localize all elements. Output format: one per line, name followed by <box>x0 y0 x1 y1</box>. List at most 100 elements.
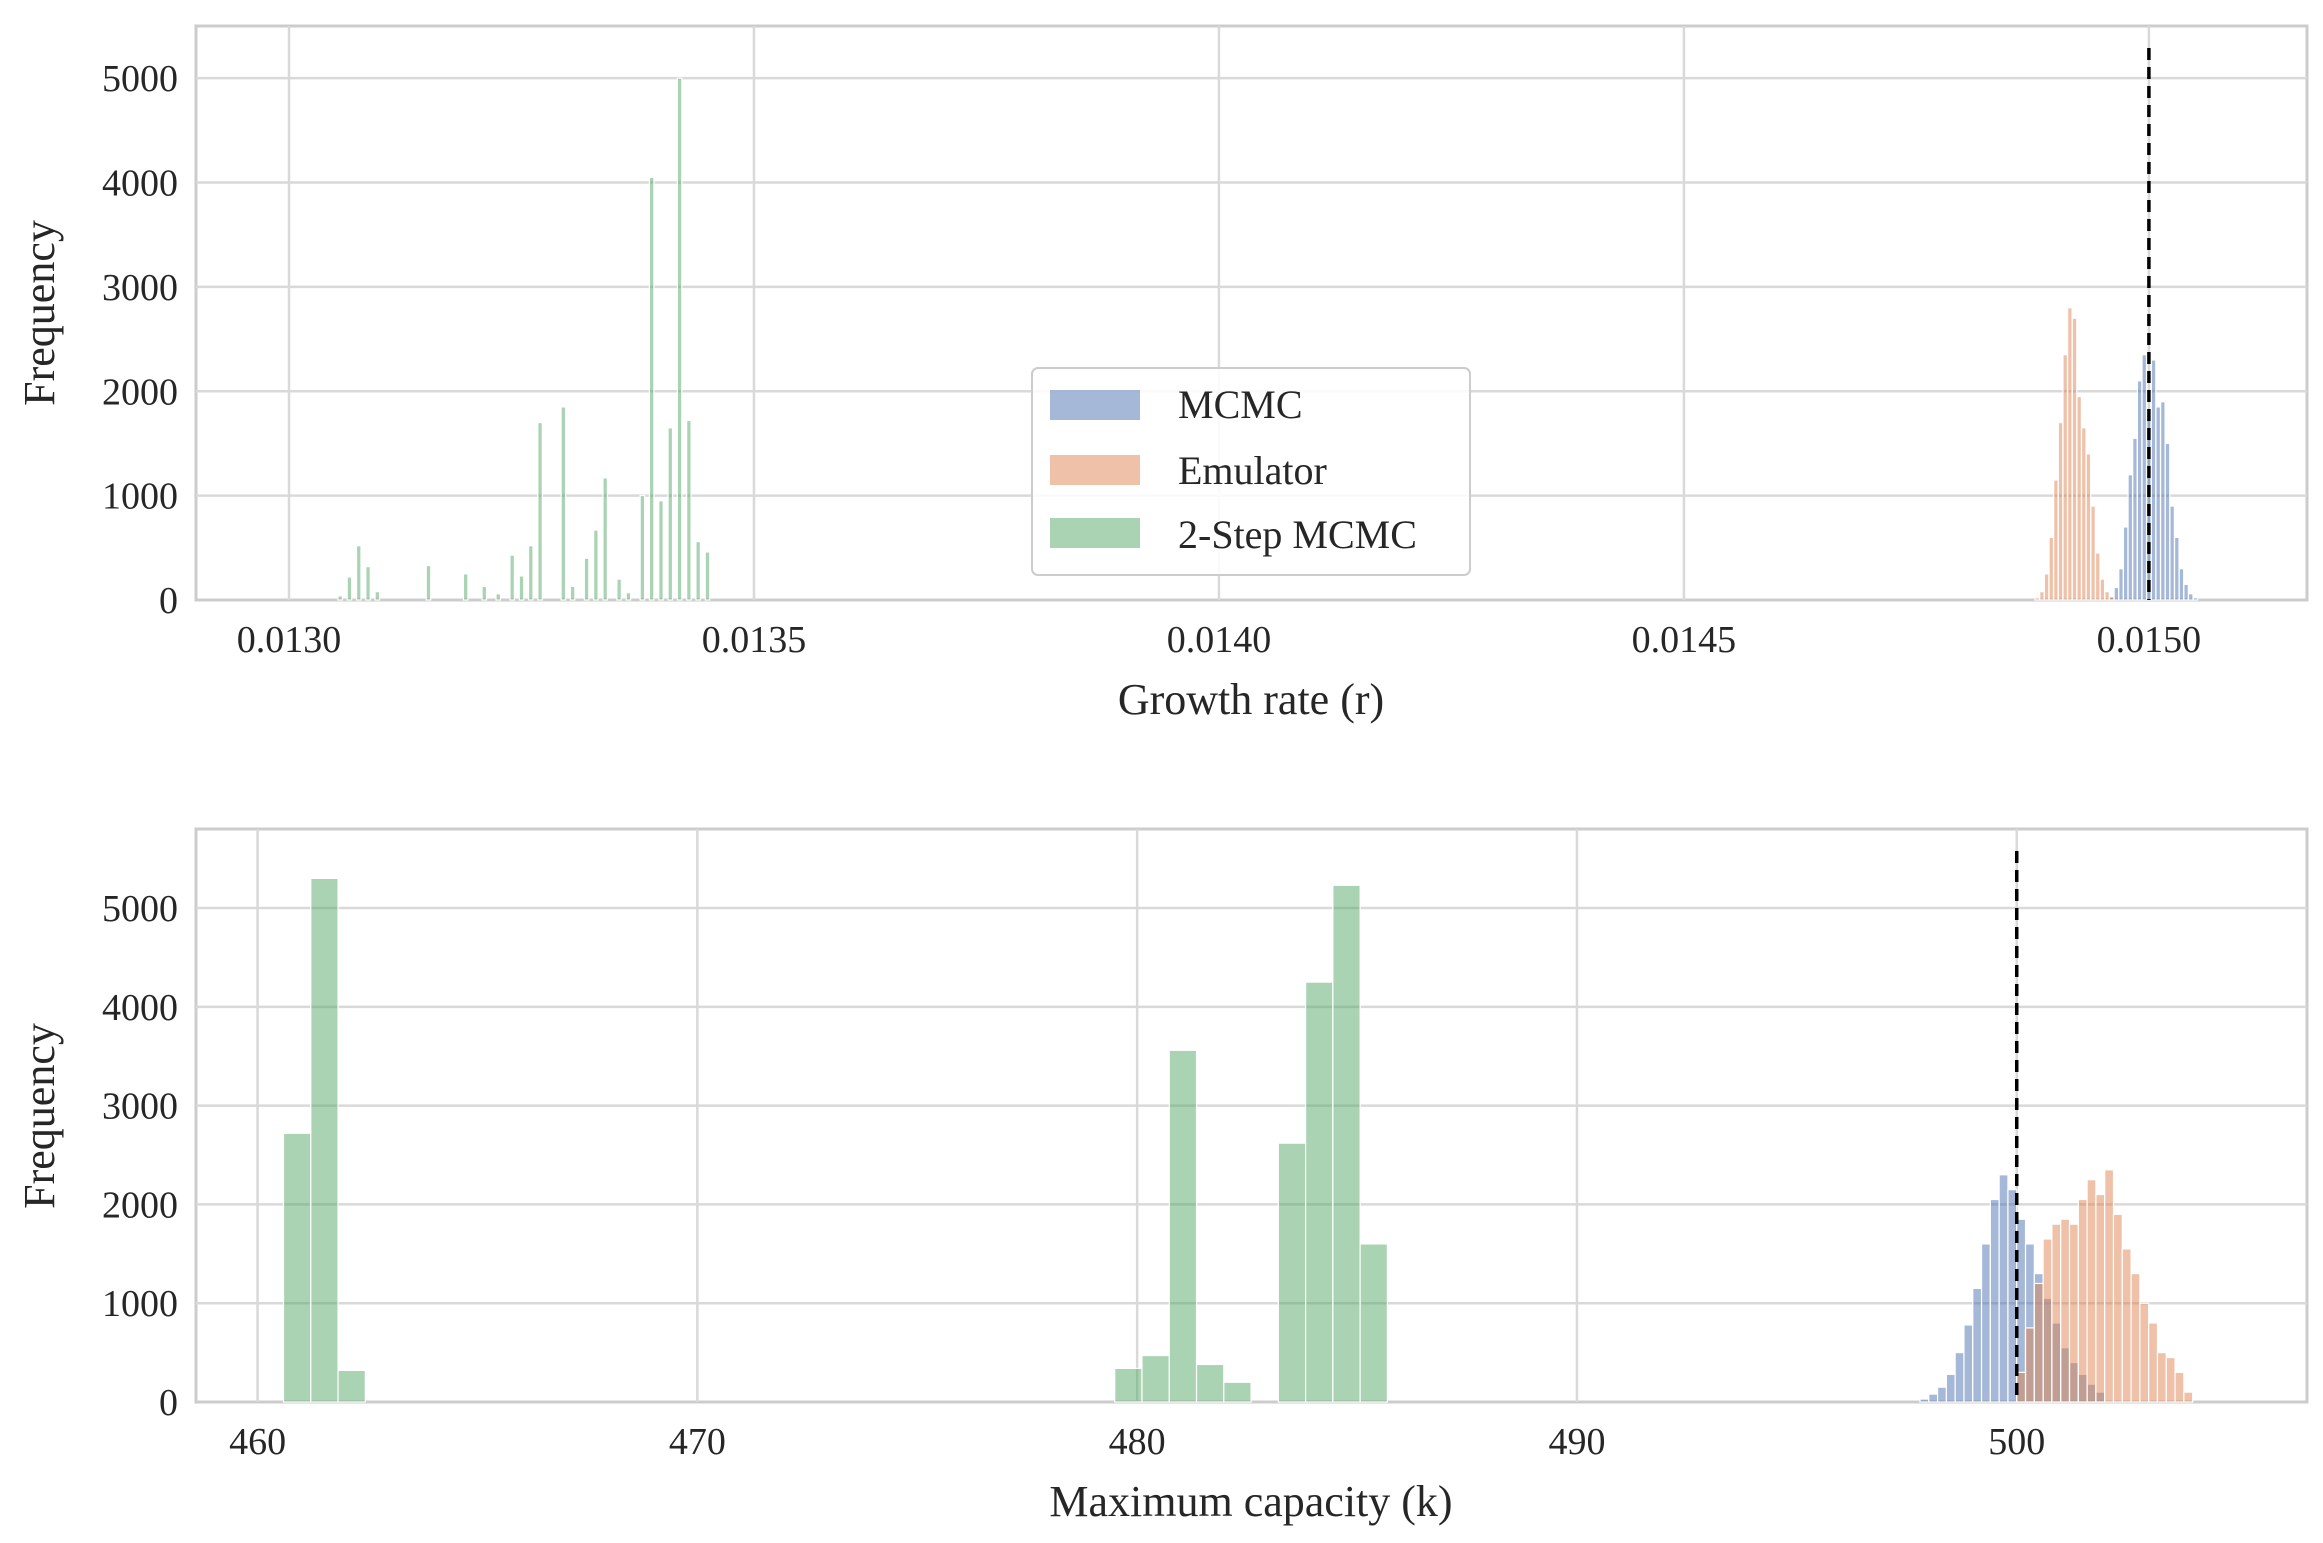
histogram-bar-mcmc <box>2187 593 2194 601</box>
histogram-bar-two-step <box>569 585 576 601</box>
histogram-bar-mcmc <box>2122 526 2129 601</box>
plot-area-frame <box>194 827 2309 1404</box>
histogram-bar-two-step <box>310 877 339 1403</box>
histogram-bar-mcmc <box>1980 1243 1991 1403</box>
histogram-bar-two-step <box>658 500 664 601</box>
histogram-bar-emulator <box>2139 1302 2150 1403</box>
y-tick-label: 5000 <box>102 888 178 930</box>
histogram-bar-emulator <box>2042 1238 2053 1403</box>
x-tick-label: 490 <box>1548 1421 1605 1463</box>
histogram-bar-emulator <box>2121 1248 2132 1403</box>
histogram-bar-mcmc <box>2136 380 2143 601</box>
histogram-bar-mcmc <box>2183 583 2189 601</box>
histogram-bar-two-step <box>648 176 655 601</box>
histogram-bar-mcmc <box>2132 437 2138 601</box>
x-tick-label: 0.0150 <box>2097 619 2202 661</box>
histogram-bar-emulator <box>2104 591 2110 601</box>
legend-entry-mcmc: MCMC <box>1050 382 1303 427</box>
histogram-bar-two-step <box>616 578 622 601</box>
histogram-bar-emulator <box>2085 453 2092 601</box>
histogram-bars <box>337 77 2199 601</box>
gridlines <box>196 829 2307 1402</box>
histogram-bar-emulator <box>2043 573 2050 601</box>
legend-entry-emulator: Emulator <box>1050 448 1327 493</box>
histogram-bar-emulator <box>2104 1169 2115 1403</box>
y-tick-labels: 0 1000 2000 3000 4000 5000 <box>102 58 178 622</box>
histogram-bar-two-step <box>704 551 711 601</box>
histogram-bar-emulator <box>2099 578 2106 601</box>
histogram-bar-mcmc <box>1954 1352 1965 1403</box>
histogram-bar-two-step <box>462 573 469 601</box>
histogram-bar-emulator <box>2024 1327 2035 1403</box>
x-tick-label: 460 <box>229 1421 286 1463</box>
histogram-bar-mcmc <box>2173 536 2180 601</box>
histogram-bar-two-step <box>583 557 590 601</box>
histogram-bar-two-step <box>337 1369 366 1403</box>
y-tick-label: 2000 <box>102 371 178 413</box>
histogram-bar-two-step <box>282 1132 312 1403</box>
histogram-bar-two-step <box>625 592 632 601</box>
histogram-bar-emulator <box>2080 427 2087 601</box>
y-tick-label: 4000 <box>102 163 178 205</box>
histogram-bar-emulator <box>2076 395 2082 601</box>
histogram-bar-two-step <box>593 529 599 601</box>
histogram-bar-emulator <box>2174 1371 2185 1403</box>
histogram-bar-two-step <box>537 421 543 601</box>
histogram-bars <box>282 877 2194 1403</box>
histogram-bar-emulator <box>2156 1352 2167 1403</box>
histogram-bar-two-step <box>676 77 683 601</box>
y-tick-label: 1000 <box>102 476 178 518</box>
histogram-bar-two-step <box>686 419 692 601</box>
histogram-bar-mcmc <box>1963 1324 1974 1403</box>
histogram-bar-emulator <box>2053 479 2059 601</box>
y-tick-label: 3000 <box>102 1086 178 1128</box>
histogram-bar-mcmc <box>1998 1174 2009 1403</box>
histogram-bar-emulator <box>2048 536 2055 601</box>
x-tick-label: 0.0135 <box>702 619 807 661</box>
histogram-bar-two-step <box>481 585 488 601</box>
histogram-bar-two-step <box>346 576 353 601</box>
histogram-bar-two-step <box>560 406 567 601</box>
histogram-bar-mcmc <box>1989 1198 2000 1403</box>
y-tick-label: 5000 <box>102 58 178 100</box>
histogram-bar-emulator <box>2077 1198 2088 1403</box>
histogram-bar-emulator <box>2033 1282 2044 1403</box>
legend: MCMC Emulator 2-Step MCMC <box>1031 367 1471 576</box>
histogram-bar-two-step <box>355 545 362 601</box>
y-tick-label: 2000 <box>102 1184 178 1226</box>
histogram-bar-two-step <box>1195 1363 1225 1403</box>
y-tick-label: 4000 <box>102 987 178 1029</box>
histogram-bar-two-step <box>365 566 371 601</box>
x-tick-label: 0.0145 <box>1632 619 1737 661</box>
histogram-bar-two-step <box>518 575 525 601</box>
histogram-bar-mcmc <box>2164 442 2171 601</box>
histogram-bar-mcmc <box>2141 354 2148 601</box>
histogram-bar-emulator <box>2086 1179 2097 1403</box>
y-tick-label: 3000 <box>102 267 178 309</box>
legend-swatch-mcmc <box>1050 390 1140 420</box>
histogram-bar-emulator <box>2148 1322 2159 1403</box>
histogram-bar-two-step <box>695 540 702 601</box>
x-tick-label: 0.0130 <box>237 619 342 661</box>
histogram-bar-two-step <box>667 427 674 601</box>
histogram-bar-emulator <box>2039 591 2045 601</box>
y-tick-label: 0 <box>159 580 178 622</box>
x-axis-label: Maximum capacity (k) <box>1049 1477 1452 1526</box>
histogram-bar-two-step <box>509 554 516 601</box>
histogram-bar-two-step <box>337 595 343 601</box>
x-tick-label: 0.0140 <box>1167 619 1272 661</box>
histogram-bar-mcmc <box>2113 586 2120 601</box>
x-tick-label: 500 <box>1988 1421 2045 1463</box>
growth-rate-panel: 0.0130 0.0135 0.0140 0.0145 0.0150 0 1000 2000… <box>15 24 2309 724</box>
histogram-bar-mcmc <box>2178 568 2185 601</box>
histogram-bar-mcmc <box>1972 1287 1983 1403</box>
x-tick-labels: 460 470 480 490 500 <box>229 1421 2045 1463</box>
histogram-bar-emulator <box>2034 597 2041 601</box>
histogram-bar-mcmc <box>2150 359 2157 601</box>
histogram-bar-two-step <box>639 495 646 601</box>
histogram-bar-two-step <box>1359 1243 1388 1403</box>
histogram-bar-mcmc <box>2169 505 2175 601</box>
histogram-bar-emulator <box>2108 596 2115 601</box>
histogram-bar-emulator <box>2060 1218 2071 1403</box>
